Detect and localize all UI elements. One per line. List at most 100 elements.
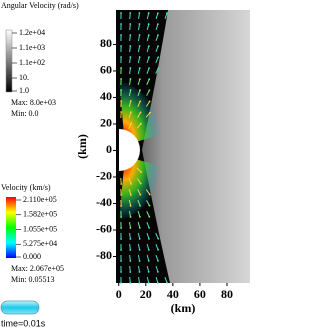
x-tick-label: 20 [140,287,152,301]
vector-head [157,237,160,240]
vector-head [138,12,141,14]
vector-arrow [137,78,141,86]
x-tick-label: 40 [167,287,179,301]
vector-arrow [146,68,150,74]
vector-head [148,67,150,70]
vector-head [138,238,141,240]
y-tick-label: 60 [100,63,112,77]
vector-arrow [155,68,159,74]
vector-head [129,12,132,14]
legend-colorbar [5,29,13,93]
vector-head [147,23,150,25]
vector-arrow [138,23,140,31]
y-tick-label: -20 [96,169,112,183]
legend-label: 1.1e+03 [19,43,45,52]
vector-arrow [146,276,150,284]
central-object [119,129,140,171]
vector-arrow [145,101,151,107]
vector-head [130,182,132,185]
vector-head [157,45,159,48]
vector-head [157,248,160,251]
legend-label: 2.110e+05 [23,195,57,204]
vector-head [148,89,151,92]
vector-head [129,282,132,284]
vector-head [157,34,159,37]
legend-label: 1.055e+05 [23,224,57,233]
vector-arrow [136,123,142,129]
legend-title: Angular Velocity (rad/s) [1,1,79,10]
vector-head [139,204,141,207]
vector-arrow [129,34,131,42]
y-axis-label: (km) [75,134,89,159]
vector-arrow [146,222,150,228]
legend-max: Max: 2.067e+05 [11,264,64,273]
vector-arrow [137,67,141,75]
visualization: 80 60 40 20 0 -20 -40 -60 -80 0 20 40 60 80 (km) (km) t… [0,1,250,328]
vector-head [147,282,150,284]
vector-head [129,89,132,91]
legend-min: Min: 0.0 [11,109,39,118]
vector-head [138,56,141,58]
vector-arrow [145,189,151,195]
vector-head [148,56,150,59]
vector-head [129,78,132,80]
vector-head [129,216,132,218]
vector-arrow [155,233,159,239]
vector-arrow [138,265,140,273]
vector-arrow [137,45,141,53]
vector-arrow [128,188,132,196]
vector-arrow [164,277,168,283]
jet-lower [119,156,160,221]
vector-head [120,56,122,58]
vector-head [120,183,123,185]
vector-head [149,111,151,114]
vector-head [129,100,132,102]
vector-arrow [129,23,131,31]
x-tick-label: 80 [221,287,233,301]
vector-arrow [146,211,150,217]
time-label: time=0.01s [1,318,46,328]
vector-head [120,216,123,218]
legend-label: 0.000 [23,252,41,261]
legend-max: Max: 8.0e+03 [11,98,56,107]
vector-head [129,249,132,251]
vector-arrow [137,200,141,206]
y-tick-label: 40 [100,89,112,103]
vector-head [147,271,150,273]
vector-head [129,227,132,229]
vector-head [138,271,141,273]
vector-head [139,111,142,114]
vector-head [120,238,122,240]
vector-head [138,282,141,284]
legend-label: 10. [19,73,29,82]
vector-arrow [146,200,150,206]
vector-head [157,67,160,70]
vector-head [129,67,132,69]
vector-head [156,12,159,15]
vector-head [148,78,151,81]
time-slider[interactable] [0,300,40,315]
vector-arrow [129,78,131,86]
vector-arrow [129,232,131,240]
legend-colorbar [6,197,16,258]
vector-head [139,215,141,218]
vector-head [156,23,159,26]
legend-title: Velocity (km/s) [1,183,51,192]
vector-arrow [146,254,150,262]
vector-head [138,226,141,229]
vector-arrow [129,243,131,251]
x-tick-label: 0 [116,287,122,301]
vector-arrow [128,178,132,184]
vector-head [120,89,123,91]
vector-arrow [138,276,140,284]
legend-label: 1.582e+05 [23,210,57,219]
vector-arrow [137,90,141,96]
vector-arrow [155,12,159,20]
vector-head [139,182,142,185]
vector-arrow [129,254,131,262]
vector-arrow [137,189,141,195]
vector-arrow [136,178,142,184]
vector-head [120,249,122,251]
vector-arrow [146,56,150,64]
vector-head [120,260,122,262]
